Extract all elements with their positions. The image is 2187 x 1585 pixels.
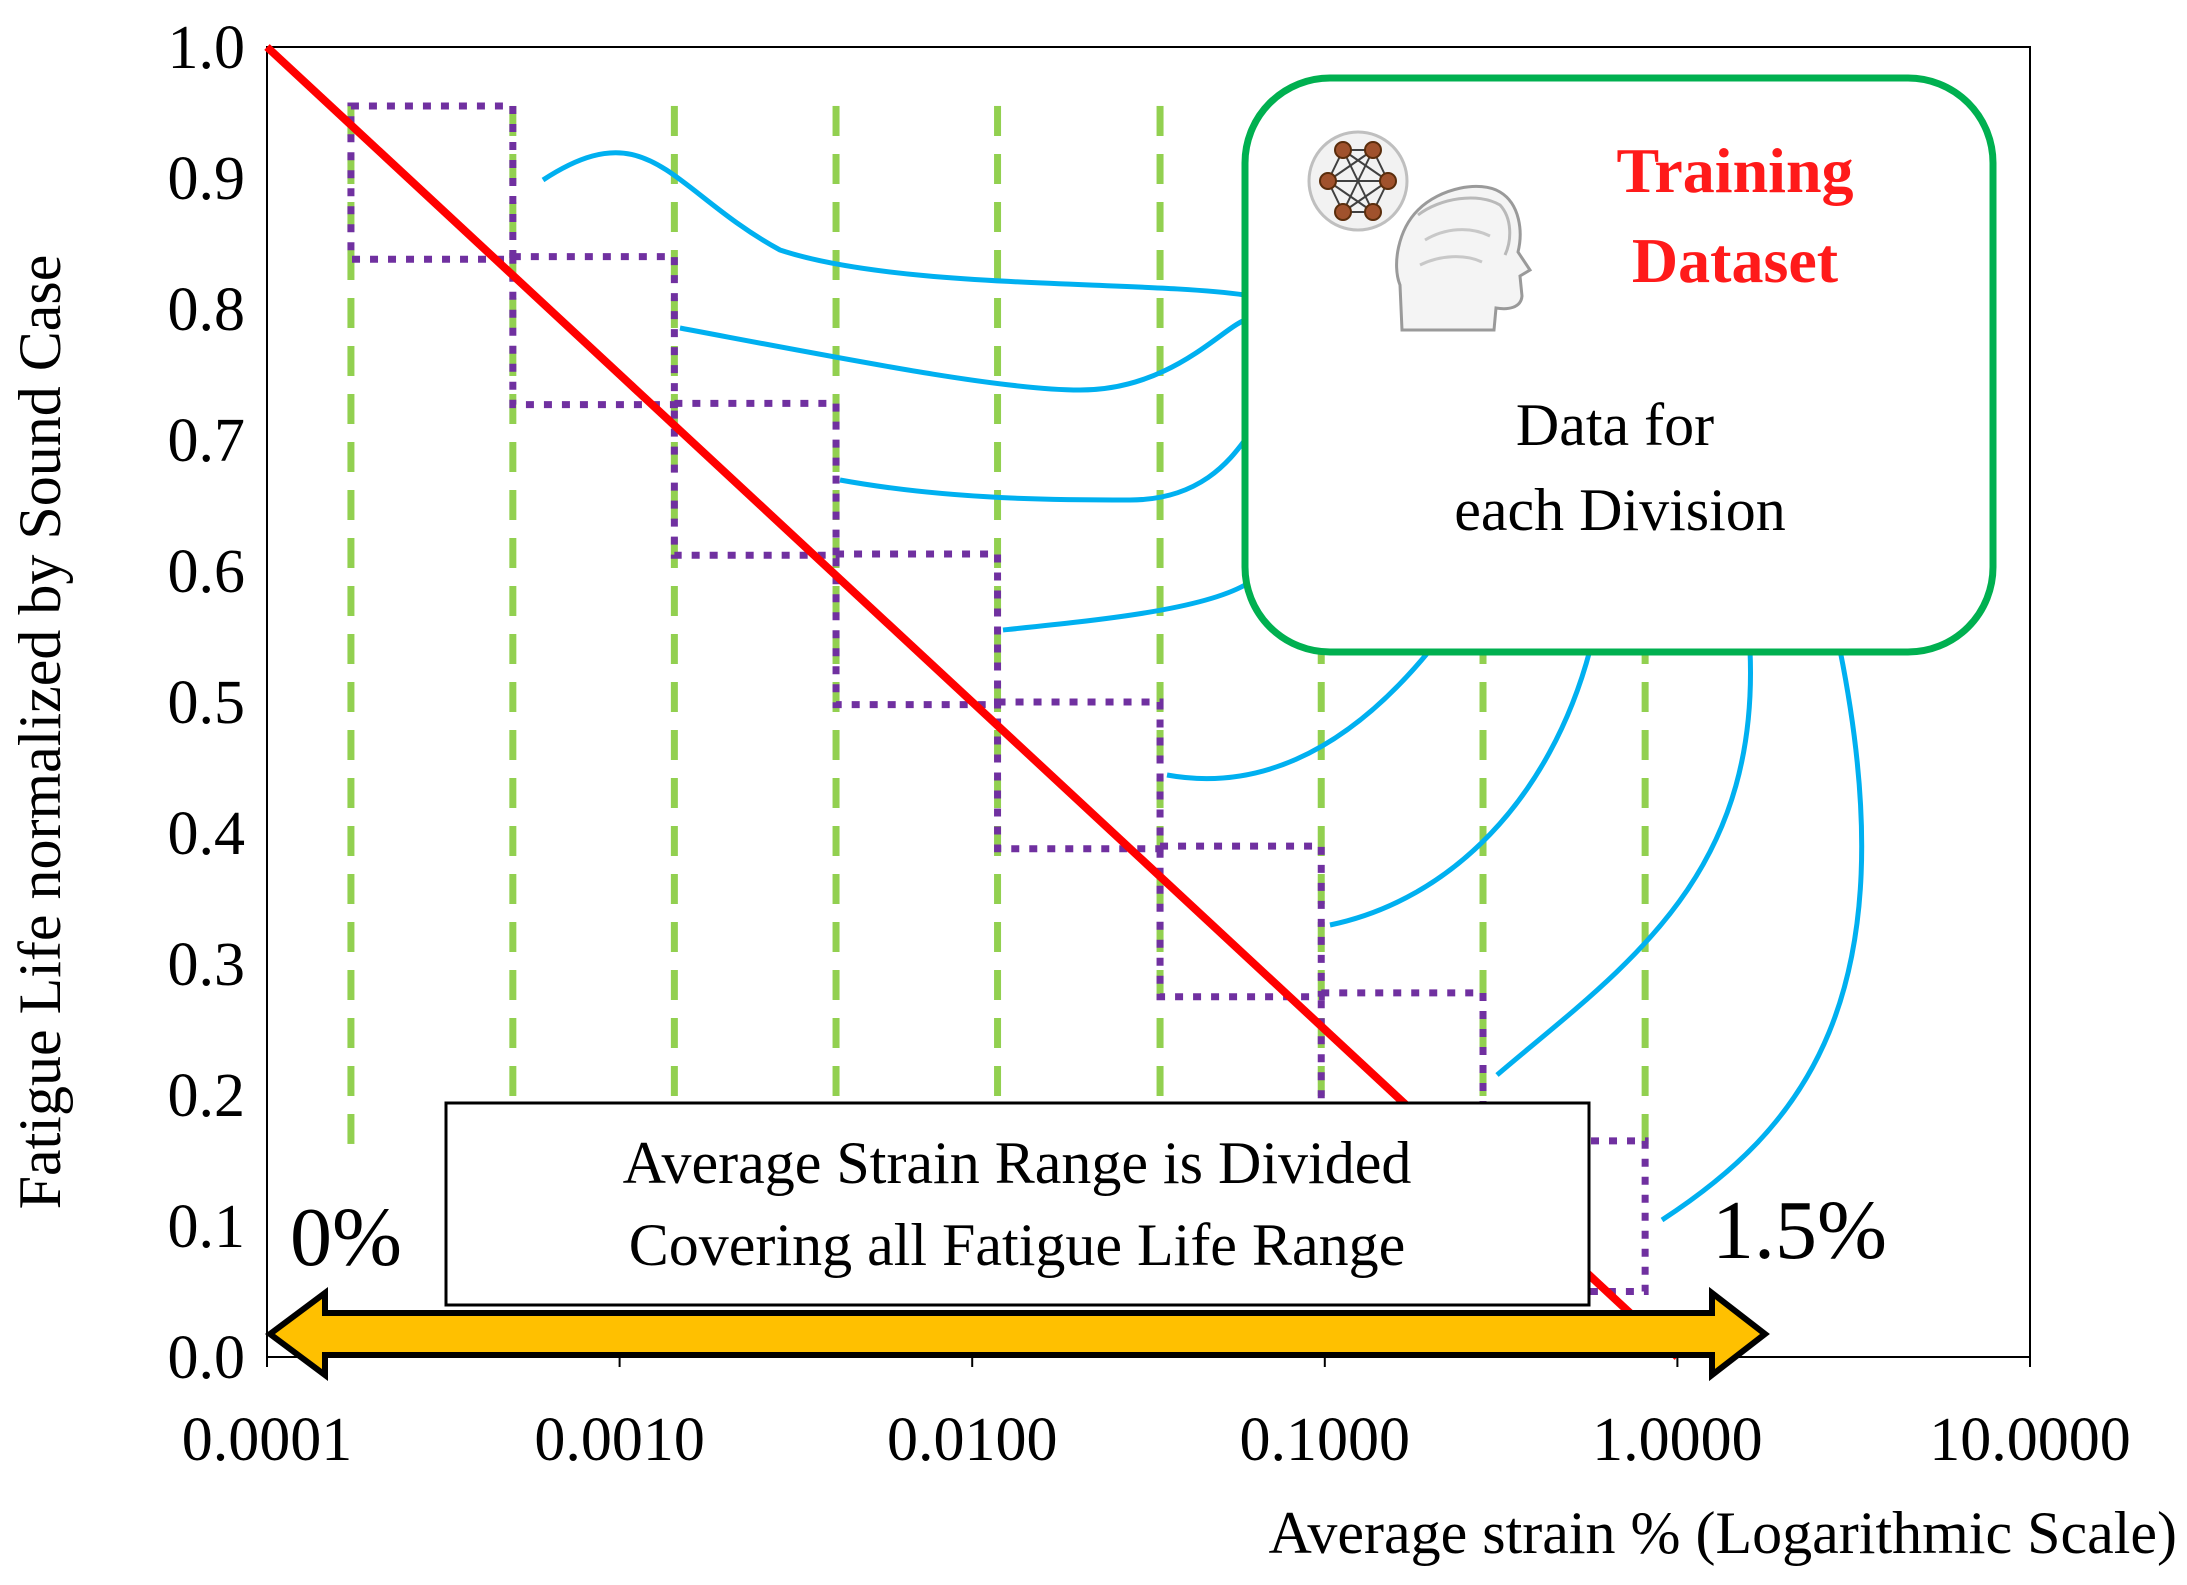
division-step-7 xyxy=(1317,989,1487,1149)
y-tick-label: 0.8 xyxy=(168,276,246,344)
x-tick-label: 0.0010 xyxy=(534,1406,705,1474)
division-step-4 xyxy=(832,550,1002,709)
connector-lines xyxy=(541,150,1865,1223)
training-body-line1: Data for xyxy=(1516,392,1714,458)
x-tick-label: 0.0001 xyxy=(182,1406,353,1474)
division-note: Average Strain Range is Divided Covering… xyxy=(444,1101,1591,1307)
y-tick-label: 0.5 xyxy=(168,669,246,737)
division-step-3 xyxy=(670,399,840,559)
y-tick-label: 0.2 xyxy=(168,1062,246,1130)
division-note-line2: Covering all Fatigue Life Range xyxy=(629,1212,1405,1278)
y-axis-title: Fatigue Life normalized by Sound Case xyxy=(7,255,73,1210)
connector-line-3 xyxy=(839,438,1247,503)
axes: 1.0 0.9 0.8 0.7 0.6 0.5 0.4 0.3 0.2 0.1 0.0 0.0001 0… xyxy=(168,14,2131,1474)
training-title-line1: Training xyxy=(1616,135,1853,206)
y-tick-label: 1.0 xyxy=(168,14,246,82)
range-end-label: 1.5% xyxy=(1712,1184,1887,1277)
connector-line-6 xyxy=(1329,649,1593,928)
division-step-6 xyxy=(1156,842,1325,1001)
connector-line-5 xyxy=(1166,648,1432,782)
division-note-box xyxy=(444,1101,1591,1307)
connector-line-7 xyxy=(1495,649,1753,1077)
y-tick-label: 0.1 xyxy=(168,1193,246,1261)
range-start-label: 0% xyxy=(290,1191,402,1284)
division-step-1 xyxy=(347,102,517,263)
y-tick-label: 0.7 xyxy=(168,407,246,475)
x-tick-label: 10.0000 xyxy=(1929,1406,2131,1474)
division-note-line1: Average Strain Range is Divided xyxy=(623,1130,1412,1196)
range-double-arrow xyxy=(264,1286,1770,1382)
connector-line-2 xyxy=(679,317,1247,393)
x-axis-title: Average strain % (Logarithmic Scale) xyxy=(1269,1500,2178,1566)
connector-line-1 xyxy=(541,150,1246,298)
y-tick-label: 0.4 xyxy=(168,800,246,868)
x-tick-label: 0.0100 xyxy=(887,1406,1058,1474)
y-tick-label: 0.3 xyxy=(168,931,246,999)
x-tick-label: 0.1000 xyxy=(1240,1406,1411,1474)
y-tick-label: 0.6 xyxy=(168,538,246,606)
y-tick-label: 0.9 xyxy=(168,145,246,213)
division-step-2 xyxy=(509,253,678,409)
connector-line-4 xyxy=(1002,582,1247,633)
strain-range-arrow xyxy=(264,1286,1770,1382)
neural-network-icon xyxy=(1307,130,1409,232)
division-step-5 xyxy=(994,698,1164,853)
division-steps xyxy=(347,102,1649,1295)
division-step-8 xyxy=(1479,1137,1649,1295)
training-title-line2: Dataset xyxy=(1632,225,1839,296)
connector-line-8 xyxy=(1660,649,1865,1223)
y-tick-label: 0.0 xyxy=(168,1324,246,1392)
x-tick-label: 1.0000 xyxy=(1592,1406,1763,1474)
brain-head-icon xyxy=(1395,184,1533,332)
training-dataset-callout: Training Dataset Data for each Division xyxy=(1241,74,1997,656)
training-body-line2: each Division xyxy=(1454,477,1786,543)
